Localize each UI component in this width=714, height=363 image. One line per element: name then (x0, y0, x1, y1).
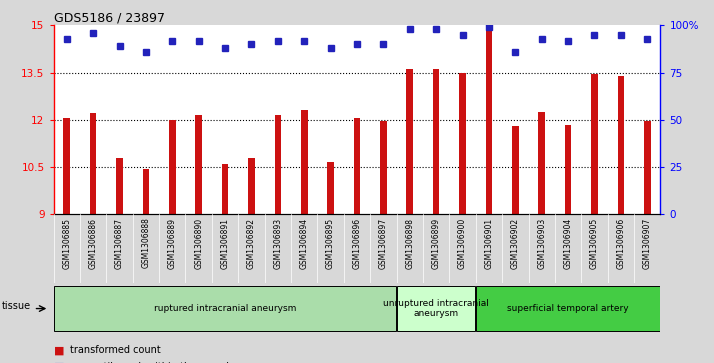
Text: GSM1306906: GSM1306906 (616, 218, 625, 269)
Bar (90, 114, 96, 214)
Text: transformed count: transformed count (70, 345, 161, 355)
Text: ■: ■ (54, 362, 64, 363)
Text: GSM1306900: GSM1306900 (458, 218, 467, 269)
Bar (116, 158, 123, 214)
Text: GSM1306907: GSM1306907 (643, 218, 652, 269)
Text: GSM1306899: GSM1306899 (432, 218, 441, 269)
Text: GSM1306890: GSM1306890 (194, 218, 203, 269)
Bar (248, 158, 255, 214)
Text: GSM1306891: GSM1306891 (221, 218, 230, 269)
Text: GDS5186 / 23897: GDS5186 / 23897 (54, 11, 164, 24)
Bar (591, 74, 598, 214)
Bar (196, 115, 202, 214)
Text: GSM1306898: GSM1306898 (406, 218, 414, 269)
Bar (222, 164, 228, 214)
Bar (618, 76, 624, 214)
Text: GSM1306905: GSM1306905 (590, 218, 599, 269)
Text: GSM1306894: GSM1306894 (300, 218, 308, 269)
Bar (565, 125, 571, 214)
Bar (406, 69, 413, 214)
Text: GSM1306888: GSM1306888 (141, 218, 151, 269)
Bar (275, 115, 281, 214)
Bar (644, 121, 650, 214)
Text: GSM1306896: GSM1306896 (353, 218, 361, 269)
Text: unruptured intracranial
aneurysm: unruptured intracranial aneurysm (383, 299, 489, 318)
Bar (64, 118, 70, 214)
Bar (512, 126, 518, 214)
Bar (143, 168, 149, 214)
Text: GSM1306892: GSM1306892 (247, 218, 256, 269)
Text: tissue: tissue (2, 301, 31, 311)
Text: GSM1306895: GSM1306895 (326, 218, 335, 269)
FancyBboxPatch shape (476, 286, 660, 331)
Text: percentile rank within the sample: percentile rank within the sample (70, 362, 235, 363)
Text: GSM1306887: GSM1306887 (115, 218, 124, 269)
Text: GSM1306901: GSM1306901 (484, 218, 493, 269)
Bar (380, 121, 387, 214)
Bar (353, 118, 361, 214)
Bar (301, 110, 308, 214)
Text: GSM1306886: GSM1306886 (89, 218, 98, 269)
Text: GSM1306904: GSM1306904 (563, 218, 573, 269)
Bar (433, 69, 439, 214)
Text: GSM1306889: GSM1306889 (168, 218, 177, 269)
Text: GSM1306893: GSM1306893 (273, 218, 282, 269)
FancyBboxPatch shape (397, 286, 476, 331)
Bar (538, 112, 545, 214)
Text: GSM1306903: GSM1306903 (537, 218, 546, 269)
FancyBboxPatch shape (54, 286, 396, 331)
Text: ruptured intracranial aneurysm: ruptured intracranial aneurysm (154, 304, 296, 313)
Bar (486, 30, 492, 214)
Bar (327, 162, 334, 214)
Text: superficial temporal artery: superficial temporal artery (507, 304, 629, 313)
Bar (459, 73, 466, 214)
Text: GSM1306902: GSM1306902 (511, 218, 520, 269)
Text: GSM1306897: GSM1306897 (379, 218, 388, 269)
Text: ■: ■ (54, 345, 64, 355)
Text: GSM1306885: GSM1306885 (62, 218, 71, 269)
Bar (169, 120, 176, 214)
